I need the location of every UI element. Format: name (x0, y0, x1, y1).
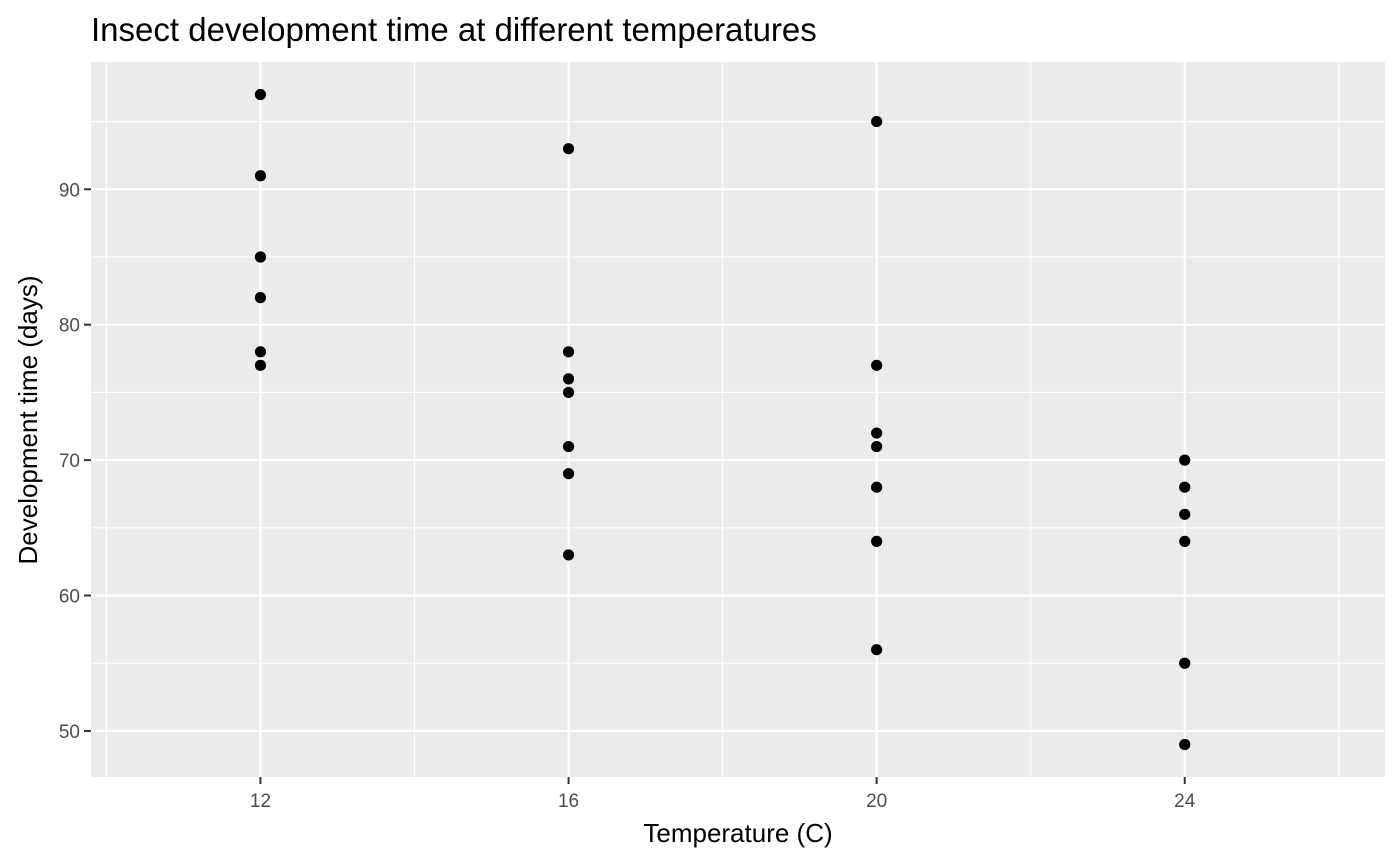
data-point (562, 346, 575, 358)
data-point (871, 535, 883, 547)
data-point (254, 88, 267, 101)
data-point (254, 292, 267, 304)
data-point (562, 549, 575, 561)
y-axis-title: Development time (days) (13, 276, 43, 565)
y-tick-label: 50 (59, 722, 80, 743)
x-axis-ticks: 12 16 20 24 (250, 777, 1196, 812)
data-point (562, 440, 575, 453)
data-point (562, 386, 575, 399)
data-point (562, 373, 575, 385)
y-tick-label: 90 (59, 180, 80, 201)
y-axis-ticks: 50 60 70 80 90 (59, 180, 91, 743)
plot-panel (91, 62, 1385, 777)
data-point (1179, 508, 1191, 520)
data-point (254, 251, 267, 263)
data-point (871, 644, 883, 656)
data-point (562, 143, 575, 155)
y-tick-label: 70 (59, 451, 80, 472)
data-point (1179, 738, 1191, 751)
data-points (254, 88, 1191, 751)
data-point (254, 346, 267, 358)
data-point (1179, 454, 1191, 466)
minor-gridlines (91, 62, 1385, 777)
data-point (1179, 657, 1191, 669)
chart-title: Insect development time at different tem… (91, 11, 817, 48)
data-point (871, 359, 883, 371)
x-axis-title: Temperature (C) (643, 818, 832, 848)
x-tick-label: 24 (1174, 791, 1196, 812)
data-point (1179, 481, 1191, 493)
y-tick-label: 80 (59, 316, 80, 337)
data-point (562, 468, 575, 480)
data-point (254, 170, 267, 182)
y-tick-label: 60 (59, 587, 80, 608)
data-point (871, 481, 883, 493)
data-point (1179, 535, 1191, 547)
data-point (871, 115, 883, 128)
x-tick-label: 12 (250, 791, 271, 812)
data-point (254, 359, 267, 371)
data-point (871, 440, 883, 453)
x-tick-label: 16 (558, 791, 579, 812)
data-point (871, 427, 883, 439)
x-tick-label: 20 (866, 791, 887, 812)
